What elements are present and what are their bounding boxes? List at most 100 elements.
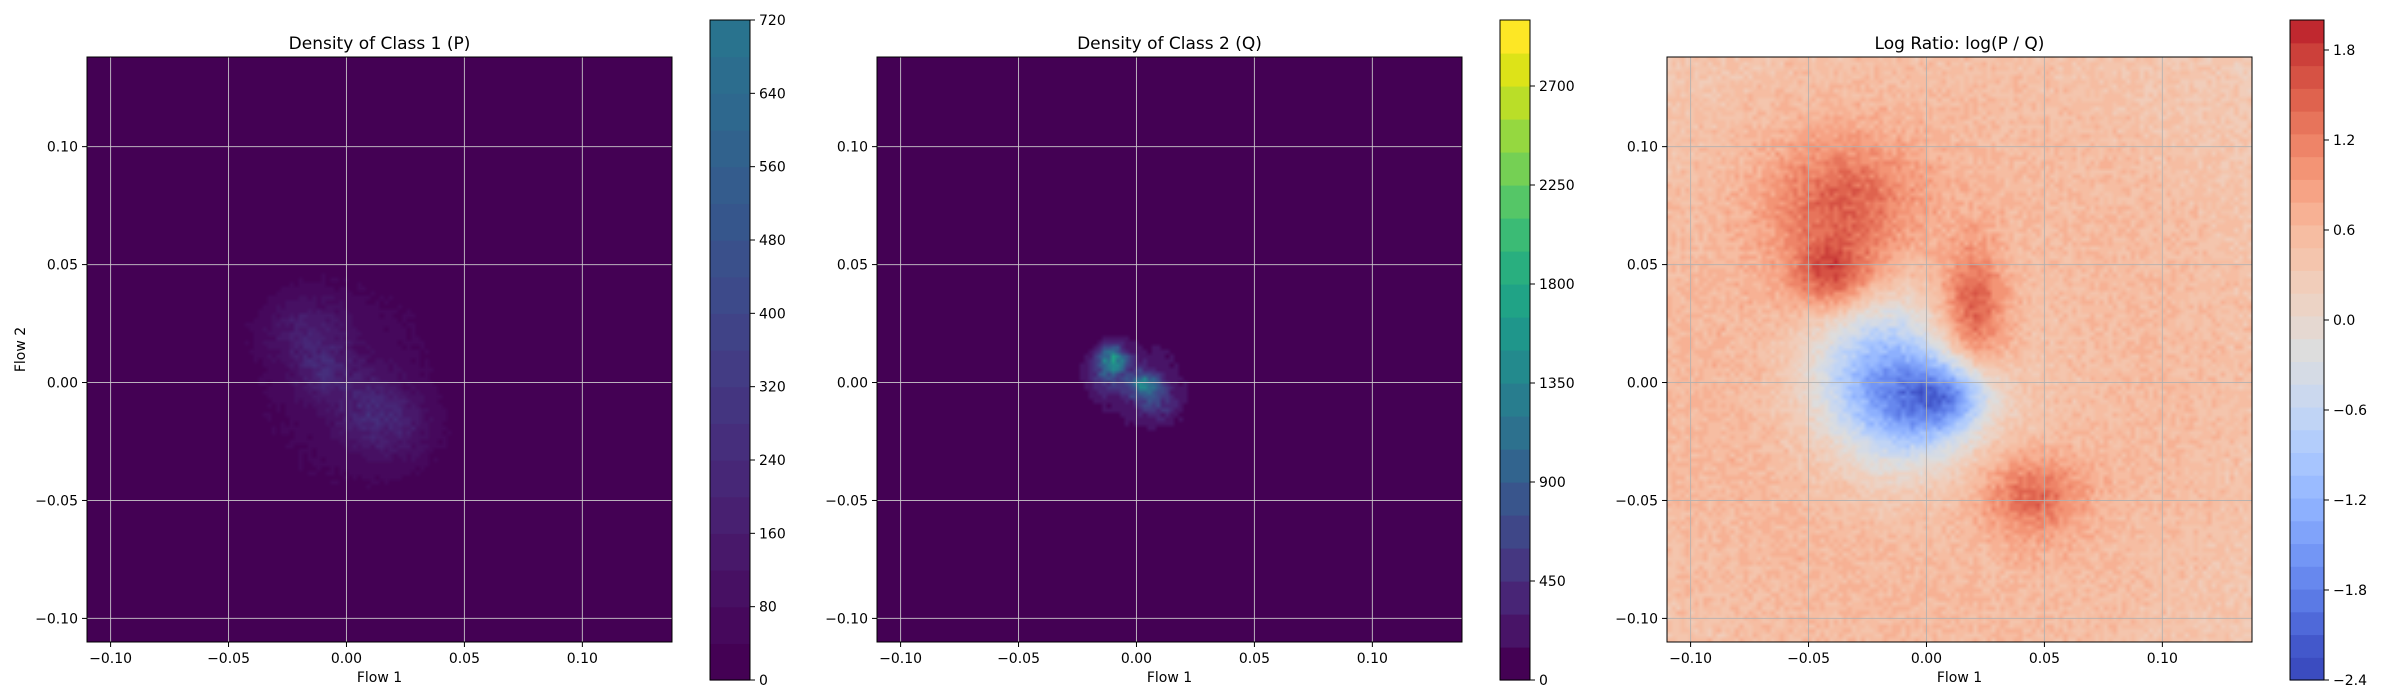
colorbar-level (2290, 543, 2324, 567)
colorbar-tick-label: 640 (759, 86, 786, 102)
colorbar-tick-label: −1.2 (2333, 493, 2367, 509)
colorbar-level (2290, 65, 2324, 89)
colorbar-level (2290, 384, 2324, 408)
colorbar-tick-label: 0 (1539, 673, 1548, 689)
heatmap-image (87, 57, 672, 642)
colorbar-tick-label: 2700 (1539, 79, 1575, 95)
colorbar-tick-label: −2.4 (2333, 673, 2367, 689)
colorbar-level (2290, 133, 2324, 158)
chart-title: Density of Class 1 (P) (289, 34, 471, 54)
colorbar-level (1500, 152, 1530, 186)
colorbar-level (1500, 251, 1530, 285)
colorbar-level (710, 130, 750, 168)
x-axis-label: Flow 1 (357, 670, 402, 686)
y-tick-label: −0.10 (35, 611, 78, 627)
y-tick-label: 0.10 (1627, 140, 1658, 156)
colorbar: −2.4 −1.8 −1.2 −0.6 0.0 0.6 1.2 1.8 (2289, 19, 2367, 689)
colorbar-level (2290, 497, 2324, 522)
y-tick-label: 0.00 (47, 376, 78, 392)
heatmap-image (877, 57, 1462, 642)
colorbar-level (2290, 156, 2324, 180)
y-tick-label: 0.00 (1627, 376, 1658, 392)
colorbar-level (2290, 88, 2324, 112)
colorbar-tick-label: 1350 (1539, 376, 1575, 392)
x-tick-label: 0.10 (567, 651, 598, 667)
colorbar-level (2290, 520, 2324, 545)
colorbar-level (2290, 429, 2324, 454)
colorbar-level (2290, 452, 2324, 476)
colorbar-level (1500, 548, 1530, 582)
colorbar-tick-label: 80 (759, 600, 777, 616)
x-tick-label: −0.05 (207, 651, 250, 667)
colorbar-level (1500, 119, 1530, 153)
colorbar-level (710, 460, 750, 498)
colorbar-level (710, 240, 750, 278)
colorbar-tick-label: 900 (1539, 475, 1566, 491)
colorbar-level (710, 496, 750, 534)
y-tick-label: −0.05 (1615, 493, 1658, 509)
colorbar-level (1500, 647, 1530, 681)
x-tick-label: −0.05 (997, 651, 1040, 667)
colorbar-tick-label: 560 (759, 160, 786, 176)
colorbar: 0 80 160 240 320 400 480 560 640 720 (709, 13, 786, 689)
y-tick-label: −0.10 (825, 611, 868, 627)
colorbar-level (710, 606, 750, 644)
colorbar-tick-label: 0.0 (2333, 313, 2355, 329)
colorbar-level (2290, 475, 2324, 499)
colorbar-level (710, 533, 750, 571)
colorbar-level (710, 166, 750, 204)
chart-title: Density of Class 2 (Q) (1077, 34, 1262, 54)
colorbar-frame (2289, 19, 2325, 681)
plot-frame (1666, 56, 2253, 643)
colorbar-level (1500, 416, 1530, 450)
x-tick-label: −0.10 (879, 651, 922, 667)
plot-frame (86, 56, 673, 643)
colorbar-level (1500, 284, 1530, 318)
colorbar-tick-label: 480 (759, 233, 786, 249)
colorbar-level (2290, 202, 2324, 226)
colorbar-tick-label: 400 (759, 306, 786, 322)
colorbar-tick-label: 720 (759, 13, 786, 29)
y-tick-label: −0.10 (1615, 611, 1658, 627)
chart-panel-1: −0.10 −0.05 0.00 0.05 0.10 −0.10 −0.05 0.00 0.05… (13, 13, 786, 689)
colorbar-tick-label: 320 (759, 380, 786, 396)
colorbar-level (710, 643, 750, 681)
colorbar-level (1500, 218, 1530, 252)
colorbar-tick-label: 0.6 (2333, 223, 2355, 239)
colorbar-tick-label: 240 (759, 453, 786, 469)
x-tick-label: 0.10 (1357, 651, 1388, 667)
chart-title: Log Ratio: log(P / Q) (1875, 34, 2045, 54)
colorbar-level (2290, 224, 2324, 249)
y-tick-label: −0.05 (825, 493, 868, 509)
colorbar-level (1500, 86, 1530, 120)
colorbar-tick-label: 160 (759, 526, 786, 542)
colorbar-level (710, 386, 750, 424)
chart-panel-2: −0.10 −0.05 0.00 0.05 0.10 −0.10 −0.05 0.00 0.05… (825, 19, 1575, 689)
colorbar-level (1500, 581, 1530, 615)
x-tick-label: 0.00 (1121, 651, 1152, 667)
colorbar-level (2290, 588, 2324, 613)
colorbar-level (2290, 406, 2324, 431)
colorbar-level (1500, 350, 1530, 384)
colorbar-tick-label: 450 (1539, 574, 1566, 590)
y-tick-label: 0.10 (837, 140, 868, 156)
colorbar-level (2290, 179, 2324, 203)
x-axis-label: Flow 1 (1147, 670, 1192, 686)
colorbar-level (710, 20, 750, 58)
colorbar-frame (709, 19, 751, 681)
colorbar-level (1500, 185, 1530, 219)
colorbar-level (2290, 566, 2324, 590)
colorbar-level (2290, 634, 2324, 658)
colorbar-level (1500, 383, 1530, 417)
colorbar-level (1500, 482, 1530, 516)
x-tick-label: −0.10 (89, 651, 132, 667)
colorbar-level (1500, 317, 1530, 351)
x-tick-label: 0.00 (331, 651, 362, 667)
colorbar-level (710, 313, 750, 351)
colorbar-tick-label: 1.8 (2333, 43, 2355, 59)
colorbar-level (2290, 270, 2324, 294)
x-tick-label: 0.00 (1911, 651, 1942, 667)
y-tick-label: −0.05 (35, 493, 78, 509)
colorbar-level (1500, 515, 1530, 549)
